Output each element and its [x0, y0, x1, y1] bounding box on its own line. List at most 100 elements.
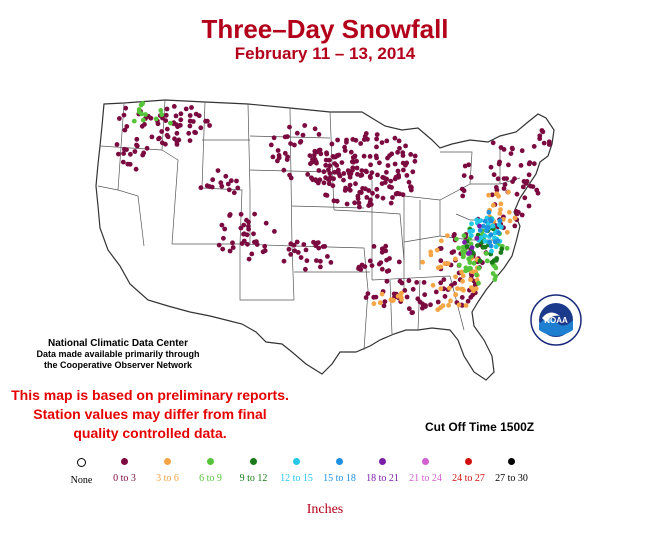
legend-swatch [422, 458, 429, 465]
station-dot [387, 256, 392, 261]
station-dot [190, 119, 196, 124]
station-dot [374, 193, 380, 199]
station-dot [382, 299, 388, 304]
station-dot [514, 191, 520, 197]
station-dot [172, 136, 177, 142]
station-dot [461, 287, 466, 293]
station-dot [395, 168, 401, 174]
station-dot [294, 130, 300, 136]
station-dot [342, 148, 348, 154]
station-dot [482, 238, 488, 244]
station-dot [395, 149, 400, 155]
station-dot [324, 150, 329, 156]
station-dot [241, 231, 246, 237]
station-dot [219, 222, 225, 228]
station-dot [341, 171, 347, 176]
station-dot [546, 139, 552, 145]
station-dot [522, 195, 528, 201]
station-dot [469, 245, 475, 251]
station-dot [494, 191, 500, 197]
station-dot [467, 229, 473, 234]
station-dot [133, 166, 139, 172]
station-dot [362, 264, 368, 269]
station-dot [288, 252, 294, 257]
station-dot [401, 167, 406, 173]
station-dot [395, 293, 401, 299]
station-dot [400, 153, 406, 159]
station-dot [451, 249, 457, 255]
station-dot [262, 243, 268, 249]
station-dot [353, 137, 359, 143]
station-dot [210, 177, 216, 183]
legend-item: 24 to 27 [447, 458, 490, 486]
station-dot [451, 233, 457, 239]
station-dot [231, 190, 237, 196]
station-dot [428, 252, 434, 258]
station-dot [177, 122, 183, 128]
station-dot [465, 298, 471, 304]
station-dot [358, 267, 364, 272]
station-dot [489, 192, 495, 198]
station-dot [321, 180, 327, 186]
station-dot [453, 256, 458, 262]
station-dot [406, 179, 412, 185]
station-dot [225, 181, 231, 187]
station-dot [421, 280, 427, 285]
station-dot [287, 124, 292, 130]
station-dot [434, 247, 440, 253]
station-dot [430, 282, 436, 288]
station-dot [531, 144, 537, 149]
station-dot [409, 310, 415, 316]
station-dot [226, 187, 232, 193]
station-dot [356, 200, 362, 206]
station-dot [408, 152, 414, 157]
station-dot [399, 290, 404, 296]
station-dot [420, 259, 425, 265]
legend-swatch [336, 458, 343, 465]
station-dot [159, 140, 165, 146]
station-dot [207, 123, 213, 128]
station-dot [493, 257, 499, 263]
station-dot [524, 179, 530, 184]
station-dot [292, 142, 297, 148]
station-dot [459, 295, 465, 300]
legend-label: 15 to 18 [323, 473, 356, 484]
station-dot [422, 292, 428, 298]
station-dot [314, 258, 319, 263]
legend-label: 21 to 24 [409, 473, 442, 484]
station-dot [461, 173, 467, 179]
station-dots [114, 101, 552, 316]
station-dot [291, 242, 297, 248]
station-dot [456, 302, 462, 308]
station-dot [514, 211, 520, 217]
station-dot [159, 129, 165, 134]
station-dot [298, 139, 304, 144]
station-dot [469, 272, 474, 278]
station-dot [496, 230, 501, 236]
station-dot [498, 145, 504, 150]
station-dot [303, 266, 308, 272]
station-dot [316, 245, 322, 251]
station-dot [485, 225, 491, 230]
station-dot [316, 168, 322, 173]
station-dot [271, 135, 277, 141]
disclaimer-line-3: quality controlled data. [73, 425, 227, 441]
station-dot [530, 184, 536, 190]
station-dot [268, 142, 274, 148]
station-dot [481, 223, 486, 229]
station-dot [223, 173, 229, 179]
station-dot [396, 259, 402, 265]
station-dot [173, 113, 179, 119]
station-dot [227, 248, 233, 254]
station-dot [220, 246, 226, 252]
station-dot [367, 154, 373, 159]
station-dot [246, 226, 252, 232]
legend-swatch [164, 458, 171, 465]
station-dot [178, 111, 184, 117]
station-dot [311, 152, 317, 158]
station-dot [327, 171, 333, 176]
station-dot [459, 186, 465, 192]
station-dot [457, 262, 462, 268]
station-dot [312, 148, 318, 154]
station-dot [121, 151, 126, 156]
